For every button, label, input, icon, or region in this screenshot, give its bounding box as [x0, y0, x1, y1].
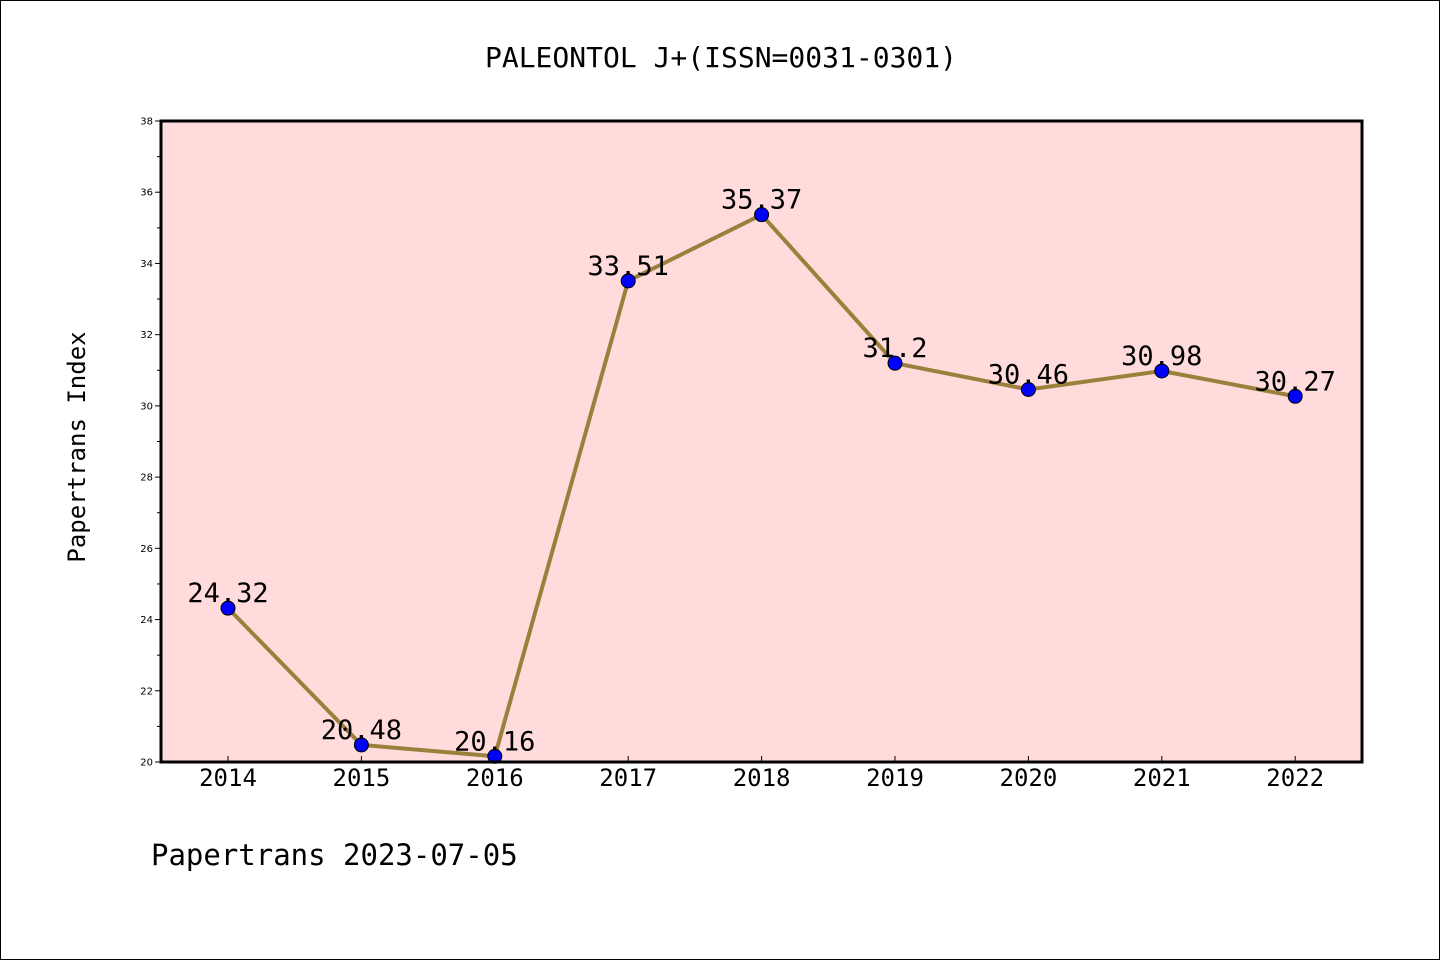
plot-border	[159, 119, 1364, 764]
series-layer: 24.32 20.48 20.16 33.51 35.37 31.2 30.46 30.98 3…	[187, 185, 1336, 764]
y-axis: 20 22 24 26 28 30 32 34 36 38	[140, 117, 161, 769]
x-tick-label: 2022	[1266, 764, 1324, 792]
data-point	[353, 737, 369, 753]
data-label: 20.48	[321, 715, 402, 746]
y-tick-label: 24	[140, 615, 153, 626]
data-point	[1154, 363, 1170, 379]
x-tick-label: 2021	[1133, 764, 1191, 792]
chart-title: PALEONTOL J+(ISSN=0031-0301)	[485, 41, 957, 74]
y-tick-label: 36	[140, 188, 153, 199]
y-tick-label: 34	[140, 259, 153, 270]
data-point	[1287, 388, 1303, 404]
y-tick-label: 32	[140, 330, 153, 341]
y-tick-label: 20	[140, 758, 153, 769]
x-tick-label: 2015	[333, 764, 391, 792]
plot-area	[161, 121, 1362, 762]
x-tick-label: 2017	[599, 764, 657, 792]
x-tick-label: 2016	[466, 764, 524, 792]
y-tick-label: 28	[140, 473, 153, 484]
footer-caption: Papertrans 2023-07-05	[151, 838, 518, 872]
x-tick-label: 2019	[866, 764, 924, 792]
data-point	[620, 273, 636, 289]
data-label: 31.2	[862, 333, 927, 364]
data-point	[754, 207, 770, 223]
data-point	[1020, 382, 1036, 398]
data-label: 20.16	[454, 726, 535, 757]
x-tick-label: 2018	[733, 764, 791, 792]
data-label: 24.32	[187, 578, 268, 609]
x-tick-label: 2014	[199, 764, 257, 792]
data-label: 33.51	[588, 251, 669, 282]
data-label: 30.27	[1255, 366, 1336, 397]
y-tick-label: 22	[140, 686, 153, 697]
y-axis-label: Papertrans Index	[63, 331, 91, 562]
data-label: 30.98	[1121, 341, 1202, 372]
x-tick-label: 2020	[1000, 764, 1058, 792]
y-tick-label: 30	[140, 401, 153, 412]
data-point	[220, 600, 236, 616]
y-tick-label: 26	[140, 544, 153, 555]
data-point	[887, 355, 903, 371]
data-label: 35.37	[721, 185, 802, 216]
y-tick-label: 38	[140, 117, 153, 128]
data-label: 30.46	[988, 360, 1069, 391]
